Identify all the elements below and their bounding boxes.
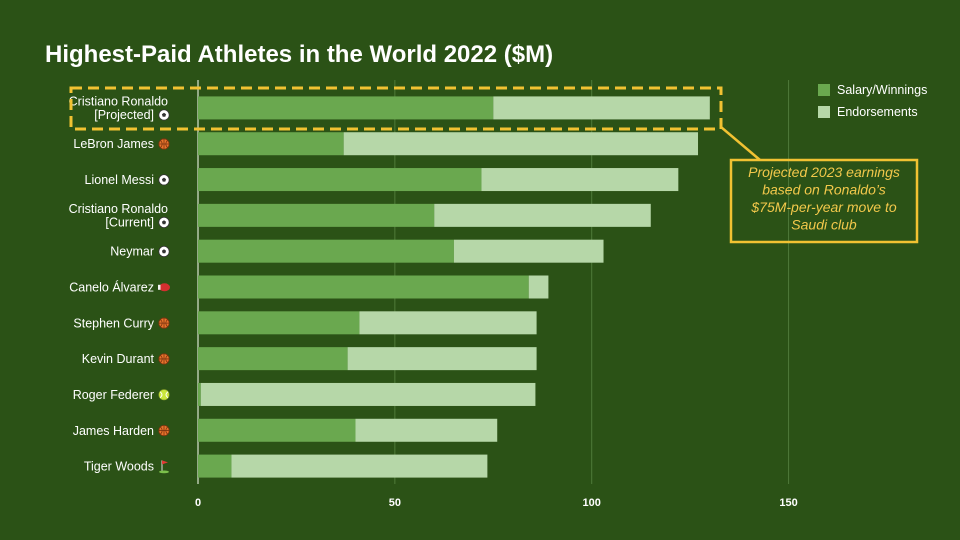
legend-label: Salary/Winnings: [837, 83, 927, 97]
category-label: Kevin Durant: [82, 352, 155, 366]
category-label: James Harden: [73, 424, 154, 438]
basketball-icon: [158, 317, 170, 329]
bar-salary: [198, 168, 482, 192]
soccer-ball-icon: [158, 245, 170, 258]
category-label: Lionel Messi: [85, 173, 154, 187]
chart-title: Highest-Paid Athletes in the World 2022 …: [45, 41, 553, 68]
tennis-ball-icon: [158, 389, 170, 401]
bar-salary: [198, 347, 348, 371]
x-tick-label: 150: [779, 497, 797, 509]
category-label: Neymar: [110, 245, 154, 259]
soccer-ball-icon: [158, 109, 170, 121]
boxing-glove-icon: [158, 283, 170, 292]
bar-endorsements: [434, 203, 651, 227]
basketball-icon: [158, 424, 170, 437]
highlight-box: [69, 86, 723, 131]
bar-endorsements: [528, 275, 549, 299]
golf-flag-icon: [159, 460, 169, 474]
annotation-text: Projected 2023 earnings: [748, 164, 900, 180]
bar-endorsements: [481, 168, 679, 192]
annotation: Projected 2023 earnings based on Ronaldo’…: [69, 86, 919, 244]
soccer-ball-icon: [158, 216, 170, 229]
annotation-text: Saudi club: [791, 217, 857, 233]
bar-salary: [198, 132, 344, 156]
category-label: Stephen Curry: [73, 316, 154, 330]
bar-endorsements: [493, 96, 710, 120]
x-axis-ticks: 0 50 100 150: [195, 497, 798, 509]
bar-salary: [198, 96, 494, 120]
legend-swatch: [818, 106, 830, 118]
category-label: Cristiano Ronaldo: [69, 95, 168, 109]
x-tick-label: 100: [583, 497, 601, 509]
category-label: Roger Federer: [73, 388, 154, 402]
x-tick-label: 50: [389, 497, 401, 509]
legend: Salary/Winnings Endorsements: [818, 83, 927, 119]
bars: [198, 96, 710, 478]
bar-salary: [198, 454, 232, 478]
bar-endorsements: [200, 382, 536, 406]
annotation-text: based on Ronaldo’s: [762, 182, 886, 198]
bar-salary: [198, 275, 529, 299]
x-tick-label: 0: [195, 497, 201, 509]
legend-label: Endorsements: [837, 105, 918, 119]
bar-salary: [198, 382, 201, 406]
legend-swatch: [818, 84, 830, 96]
basketball-icon: [158, 138, 170, 150]
bar-endorsements: [359, 311, 537, 335]
category-labels: Cristiano Ronaldo[Projected]LeBron James…: [69, 95, 170, 474]
annotation-box: [729, 158, 919, 244]
bar-endorsements: [453, 239, 604, 263]
bar-endorsements: [231, 454, 488, 478]
bar-salary: [198, 239, 454, 263]
basketball-icon: [158, 353, 170, 365]
category-label: Cristiano Ronaldo: [69, 202, 168, 216]
category-label: LeBron James: [73, 137, 154, 151]
category-label: Canelo Álvarez: [69, 280, 154, 295]
bar-endorsements: [347, 347, 537, 371]
bar-salary: [198, 203, 435, 227]
annotation-pointer: [720, 126, 761, 161]
category-label: [Projected]: [94, 108, 154, 122]
annotation-text: $75M-per-year move to: [750, 199, 896, 215]
bar-salary: [198, 311, 360, 335]
bar-salary: [198, 418, 356, 442]
bar-endorsements: [355, 418, 498, 442]
category-label: [Current]: [105, 216, 154, 230]
category-label: Tiger Woods: [84, 460, 154, 474]
bar-endorsements: [343, 132, 699, 156]
soccer-ball-icon: [158, 174, 170, 186]
